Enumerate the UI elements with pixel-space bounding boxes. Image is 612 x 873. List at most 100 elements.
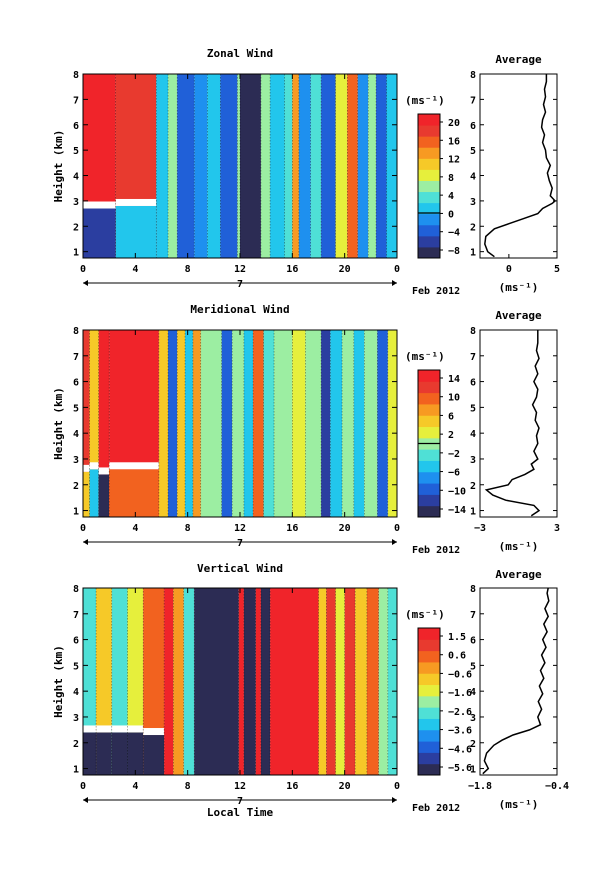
heatmap-low-cell — [96, 732, 112, 775]
x-tick-label: 16 — [286, 264, 298, 275]
colorbar-swatch — [418, 763, 440, 776]
average-profile-line — [484, 74, 557, 258]
heatmap — [83, 330, 397, 517]
x-axis-label: Local Time — [207, 806, 274, 819]
heatmap-low-cell — [109, 469, 159, 517]
heatmap-column — [355, 588, 367, 775]
colorbar-tick-label: 8 — [448, 173, 454, 184]
heatmap-column — [164, 588, 174, 775]
colorbar-tick-label: 0.6 — [448, 651, 466, 662]
average-y-tick-label: 6 — [470, 121, 476, 132]
y-tick-label: 4 — [73, 429, 79, 440]
y-axis-label: Height (km) — [52, 387, 65, 460]
x-tick-label: 20 — [339, 264, 351, 275]
y-tick-label: 1 — [73, 248, 79, 259]
colorbar-tick-label: 14 — [448, 374, 460, 385]
x-tick-label: 12 — [234, 264, 246, 275]
x-tick-label: 0 — [80, 523, 86, 534]
colorbar-swatch — [418, 650, 440, 663]
colorbar-swatch — [418, 180, 440, 193]
heatmap-column — [83, 330, 90, 517]
average-profile-line — [484, 330, 541, 517]
missing-data-band — [96, 725, 112, 733]
heatmap-column — [377, 330, 388, 517]
y-tick-label: 2 — [73, 739, 79, 750]
average-y-tick-label: 8 — [470, 326, 476, 337]
colorbar-tick-label: 16 — [448, 136, 460, 147]
average-title: Average — [495, 53, 542, 66]
heatmap — [83, 588, 397, 775]
missing-data-band — [89, 462, 99, 470]
heatmap-column — [89, 330, 99, 517]
heatmap-column — [240, 74, 261, 258]
x-tick-label: 4 — [132, 264, 138, 275]
colorbar-swatch — [418, 370, 440, 382]
heatmap-column — [192, 330, 201, 517]
heatmap-column — [243, 588, 256, 775]
missing-data-band — [109, 462, 159, 470]
y-tick-label: 6 — [73, 636, 79, 647]
average-y-tick-label: 4 — [470, 172, 476, 183]
colorbar-swatch — [418, 114, 440, 126]
x-tick-label: 8 — [185, 781, 191, 792]
average-title: Average — [495, 309, 542, 322]
heatmap-column — [173, 588, 184, 775]
heatmap-column — [270, 74, 285, 258]
x-tick-label: 0 — [394, 781, 400, 792]
colorbar-swatch — [418, 136, 440, 148]
day-label: 7 — [237, 538, 243, 549]
colorbar-swatch — [418, 392, 440, 405]
heatmap-column — [237, 74, 240, 258]
heatmap-column — [274, 330, 293, 517]
y-tick-label: 2 — [73, 481, 79, 492]
colorbar-swatch — [418, 505, 440, 518]
panel-title: Meridional Wind — [190, 303, 289, 316]
average-frame — [479, 73, 558, 259]
heatmap-column — [232, 330, 244, 517]
y-axis-label: Height (km) — [52, 130, 65, 203]
x-tick-label: 0 — [394, 523, 400, 534]
heatmap-low-cell — [89, 469, 99, 517]
x-tick-label: 8 — [185, 264, 191, 275]
heatmap-column — [194, 588, 239, 775]
heatmap-column — [260, 588, 271, 775]
heatmap-low-cell — [143, 735, 165, 775]
heatmap-column — [177, 330, 186, 517]
colorbar-swatch — [418, 494, 440, 507]
colorbar-tick-label: −14 — [448, 505, 466, 516]
x-tick-label: 0 — [80, 781, 86, 792]
panel-title: Vertical Wind — [197, 562, 283, 575]
colorbar-swatch — [418, 695, 440, 708]
y-tick-label: 3 — [73, 713, 79, 724]
colorbar-frame — [417, 113, 441, 259]
average-title: Average — [495, 568, 542, 581]
colorbar-tick-label: −8 — [448, 246, 460, 257]
average-y-tick-label: 7 — [470, 352, 476, 363]
average-y-tick-label: 4 — [470, 687, 476, 698]
x-tick-label: 12 — [234, 781, 246, 792]
colorbar-tick-label: 12 — [448, 155, 460, 166]
day-label: 7 — [237, 279, 243, 290]
colorbar-swatch — [418, 471, 440, 484]
heatmap-column — [386, 74, 397, 258]
colorbar-swatch — [418, 246, 440, 259]
colorbar-tick-label: 20 — [448, 118, 460, 129]
heatmap-column — [168, 74, 178, 258]
colorbar-tick-label: 1.5 — [448, 632, 466, 643]
heatmap-column — [364, 330, 378, 517]
y-tick-label: 6 — [73, 121, 79, 132]
colorbar-swatch — [418, 752, 440, 765]
colorbar-swatch — [418, 426, 440, 439]
heatmap-column — [260, 74, 271, 258]
average-y-tick-label: 8 — [470, 70, 476, 81]
heatmap-low-cell — [98, 474, 110, 517]
x-tick-label: 20 — [339, 781, 351, 792]
heatmap-column — [330, 330, 343, 517]
x-tick-label: 4 — [132, 523, 138, 534]
x-tick-label: 20 — [339, 523, 351, 534]
colorbar-swatch — [418, 147, 440, 159]
missing-data-band — [127, 725, 144, 733]
